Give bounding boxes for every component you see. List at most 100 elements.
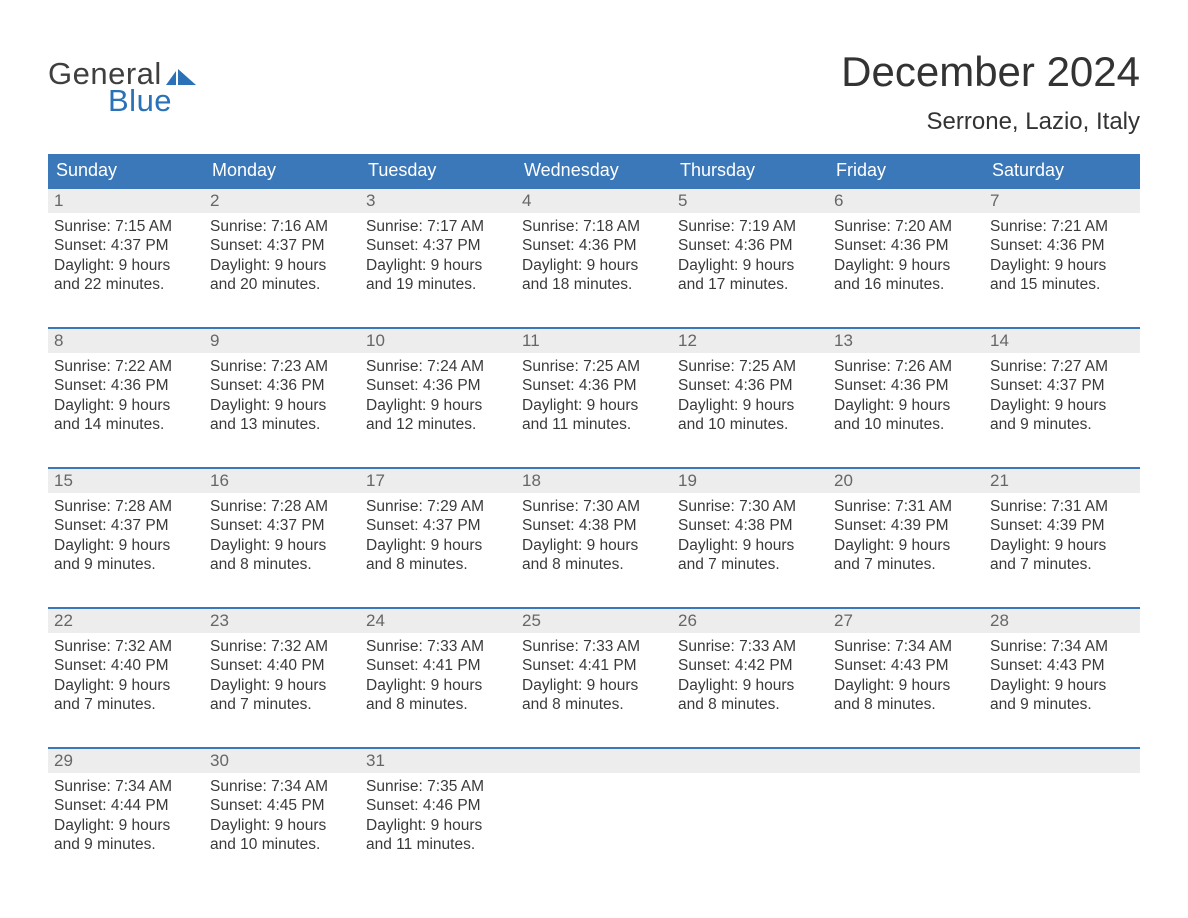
daylight-line: Daylight: 9 hours and 8 minutes.	[678, 676, 822, 715]
day-number-row: 26	[672, 609, 828, 633]
sunset-line: Sunset: 4:36 PM	[990, 236, 1134, 255]
calendar-day-empty	[516, 749, 672, 869]
day-number-row: 5	[672, 189, 828, 213]
sunset-line: Sunset: 4:40 PM	[210, 656, 354, 675]
day-body: Sunrise: 7:23 AMSunset: 4:36 PMDaylight:…	[204, 353, 360, 439]
day-number: 1	[54, 191, 63, 210]
dow-thursday: Thursday	[672, 154, 828, 187]
calendar-day: 4 Sunrise: 7:18 AMSunset: 4:36 PMDaylight…	[516, 189, 672, 309]
sunset-line: Sunset: 4:46 PM	[366, 796, 510, 815]
dow-tuesday: Tuesday	[360, 154, 516, 187]
sunset-line: Sunset: 4:36 PM	[834, 236, 978, 255]
day-body: Sunrise: 7:30 AMSunset: 4:38 PMDaylight:…	[672, 493, 828, 579]
sunset-line: Sunset: 4:38 PM	[678, 516, 822, 535]
sunrise-line: Sunrise: 7:25 AM	[678, 357, 822, 376]
sunset-line: Sunset: 4:37 PM	[210, 236, 354, 255]
sunrise-line: Sunrise: 7:32 AM	[210, 637, 354, 656]
calendar-day: 9Sunrise: 7:23 AMSunset: 4:36 PMDaylight…	[204, 329, 360, 449]
dow-friday: Friday	[828, 154, 984, 187]
calendar-day: 2Sunrise: 7:16 AMSunset: 4:37 PMDaylight…	[204, 189, 360, 309]
day-number-row: 15	[48, 469, 204, 493]
daylight-line: Daylight: 9 hours and 7 minutes.	[54, 676, 198, 715]
daylight-line: Daylight: 9 hours and 18 minutes.	[522, 256, 666, 295]
daylight-line: Daylight: 9 hours and 7 minutes.	[990, 536, 1134, 575]
day-number-row: 30	[204, 749, 360, 773]
day-number-row	[828, 749, 984, 773]
calendar-day: 27Sunrise: 7:34 AMSunset: 4:43 PMDayligh…	[828, 609, 984, 729]
day-number-row: 14	[984, 329, 1140, 353]
sunrise-line: Sunrise: 7:30 AM	[522, 497, 666, 516]
sunrise-line: Sunrise: 7:32 AM	[54, 637, 198, 656]
calendar-day: 3Sunrise: 7:17 AMSunset: 4:37 PMDaylight…	[360, 189, 516, 309]
sunrise-line: Sunrise: 7:26 AM	[834, 357, 978, 376]
day-body: Sunrise: 7:32 AMSunset: 4:40 PMDaylight:…	[48, 633, 204, 719]
sunset-line: Sunset: 4:43 PM	[990, 656, 1134, 675]
sunset-line: Sunset: 4:36 PM	[366, 376, 510, 395]
daylight-line: Daylight: 9 hours and 7 minutes.	[834, 536, 978, 575]
sunset-line: Sunset: 4:36 PM	[834, 376, 978, 395]
day-body	[672, 773, 828, 781]
day-number: 22	[54, 611, 73, 630]
calendar-day-empty	[672, 749, 828, 869]
sunrise-line: Sunrise: 7:28 AM	[210, 497, 354, 516]
sunset-line: Sunset: 4:41 PM	[522, 656, 666, 675]
day-number: 14	[990, 331, 1009, 350]
sunset-line: Sunset: 4:36 PM	[522, 236, 666, 255]
sunrise-line: Sunrise: 7:34 AM	[834, 637, 978, 656]
day-body: Sunrise: 7:19 AMSunset: 4:36 PMDaylight:…	[672, 213, 828, 299]
dow-saturday: Saturday	[984, 154, 1140, 187]
sunrise-line: Sunrise: 7:25 AM	[522, 357, 666, 376]
day-number: 24	[366, 611, 385, 630]
day-number-row: 16	[204, 469, 360, 493]
day-number: 4	[522, 191, 531, 210]
day-number: 15	[54, 471, 73, 490]
sunset-line: Sunset: 4:37 PM	[210, 516, 354, 535]
day-number-row	[672, 749, 828, 773]
day-number-row: 8	[48, 329, 204, 353]
calendar-week: 22Sunrise: 7:32 AMSunset: 4:40 PMDayligh…	[48, 607, 1140, 729]
day-body: Sunrise: 7:25 AMSunset: 4:36 PMDaylight:…	[516, 353, 672, 439]
daylight-line: Daylight: 9 hours and 8 minutes.	[366, 536, 510, 575]
sunset-line: Sunset: 4:39 PM	[990, 516, 1134, 535]
day-number-row: 20	[828, 469, 984, 493]
day-body: Sunrise: 7:34 AMSunset: 4:43 PMDaylight:…	[984, 633, 1140, 719]
day-number-row	[516, 749, 672, 773]
daylight-line: Daylight: 9 hours and 9 minutes.	[54, 816, 198, 855]
day-number-row	[984, 749, 1140, 773]
sunrise-line: Sunrise: 7:34 AM	[210, 777, 354, 796]
sunset-line: Sunset: 4:39 PM	[834, 516, 978, 535]
day-body: Sunrise: 7:31 AMSunset: 4:39 PMDaylight:…	[984, 493, 1140, 579]
calendar-day: 8Sunrise: 7:22 AMSunset: 4:36 PMDaylight…	[48, 329, 204, 449]
daylight-line: Daylight: 9 hours and 9 minutes.	[990, 396, 1134, 435]
sunset-line: Sunset: 4:36 PM	[678, 236, 822, 255]
day-body: Sunrise: 7:28 AMSunset: 4:37 PMDaylight:…	[48, 493, 204, 579]
calendar-day: 30Sunrise: 7:34 AMSunset: 4:45 PMDayligh…	[204, 749, 360, 869]
sunset-line: Sunset: 4:37 PM	[366, 236, 510, 255]
daylight-line: Daylight: 9 hours and 8 minutes.	[522, 536, 666, 575]
day-body: Sunrise: 7:27 AMSunset: 4:37 PMDaylight:…	[984, 353, 1140, 439]
sunrise-line: Sunrise: 7:18 AM	[522, 217, 666, 236]
day-number: 31	[366, 751, 385, 770]
day-number-row: 10	[360, 329, 516, 353]
day-number: 3	[366, 191, 375, 210]
dow-monday: Monday	[204, 154, 360, 187]
calendar-week: 1Sunrise: 7:15 AMSunset: 4:37 PMDaylight…	[48, 187, 1140, 309]
day-number: 26	[678, 611, 697, 630]
day-number-row: 28	[984, 609, 1140, 633]
sunrise-line: Sunrise: 7:35 AM	[366, 777, 510, 796]
weeks-container: 1Sunrise: 7:15 AMSunset: 4:37 PMDaylight…	[48, 187, 1140, 869]
day-of-week-header: Sunday Monday Tuesday Wednesday Thursday…	[48, 154, 1140, 187]
day-number: 23	[210, 611, 229, 630]
day-body: Sunrise: 7:16 AMSunset: 4:37 PMDaylight:…	[204, 213, 360, 299]
day-number-row: 9	[204, 329, 360, 353]
calendar-day: 19Sunrise: 7:30 AMSunset: 4:38 PMDayligh…	[672, 469, 828, 589]
day-number: 10	[366, 331, 385, 350]
day-number: 13	[834, 331, 853, 350]
day-body: Sunrise: 7:25 AMSunset: 4:36 PMDaylight:…	[672, 353, 828, 439]
page: General Blue December 2024 Serrone, Lazi…	[0, 0, 1188, 909]
daylight-line: Daylight: 9 hours and 8 minutes.	[210, 536, 354, 575]
day-number: 7	[990, 191, 999, 210]
title-block: December 2024 Serrone, Lazio, Italy	[841, 48, 1140, 136]
day-number-row: 21	[984, 469, 1140, 493]
calendar-day: 6Sunrise: 7:20 AMSunset: 4:36 PMDaylight…	[828, 189, 984, 309]
